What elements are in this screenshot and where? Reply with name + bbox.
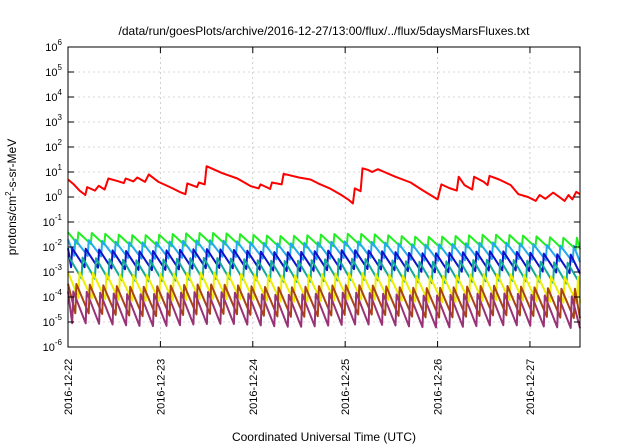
- series-group: [67, 165, 581, 329]
- y-tick-label: 10-1: [43, 213, 63, 229]
- y-tick-base: 10: [43, 317, 55, 329]
- series-line-7: [67, 290, 581, 329]
- y-tick-base: 10: [45, 67, 57, 79]
- y-tick-label: 10-3: [43, 263, 63, 279]
- y-tick-label: 105: [45, 63, 62, 79]
- y-tick-exp: 4: [58, 88, 63, 97]
- y-tick-exp: -6: [55, 338, 63, 347]
- y-tick-base: 10: [45, 167, 57, 179]
- y-tick-label: 100: [45, 188, 62, 204]
- x-tick-label: 2016-12-22: [63, 359, 75, 415]
- y-tick-base: 10: [43, 242, 55, 254]
- y-tick-label: 102: [45, 138, 62, 154]
- y-tick-label: 103: [45, 113, 62, 129]
- x-tick-label: 2016-12-25: [340, 359, 352, 415]
- y-tick-base: 10: [45, 92, 57, 104]
- y-tick-label: 106: [45, 38, 62, 54]
- y-tick-exp: -4: [55, 288, 63, 297]
- y-tick-base: 10: [43, 292, 55, 304]
- ticks: 10-610-510-410-310-210-11001011021031041…: [43, 38, 580, 415]
- y-tick-exp: 6: [58, 38, 63, 47]
- y-tick-base: 10: [45, 142, 57, 154]
- y-tick-base: 10: [45, 192, 57, 204]
- y-tick-base: 10: [43, 342, 55, 354]
- y-tick-base: 10: [45, 117, 57, 129]
- y-tick-base: 10: [45, 42, 57, 54]
- y-tick-exp: -1: [55, 213, 63, 222]
- x-tick-label: 2016-12-26: [433, 359, 445, 415]
- y-axis-label-sup: 2: [4, 191, 13, 196]
- y-tick-exp: 1: [58, 163, 63, 172]
- x-tick-label: 2016-12-24: [248, 359, 260, 415]
- y-tick-label: 10-5: [43, 313, 63, 329]
- y-tick-exp: 0: [58, 188, 63, 197]
- y-tick-exp: -2: [55, 238, 63, 247]
- series-line-0: [67, 165, 581, 205]
- y-tick-label: 104: [45, 88, 62, 104]
- y-tick-label: 101: [45, 163, 62, 179]
- chart-title: /data/run/goesPlots/archive/2016-12-27/1…: [119, 24, 531, 38]
- y-tick-exp: -3: [55, 263, 63, 272]
- y-axis-label-base: protons/cm: [5, 196, 19, 255]
- x-tick-label: 2016-12-27: [525, 359, 537, 415]
- y-tick-base: 10: [43, 217, 55, 229]
- x-axis-label: Coordinated Universal Time (UTC): [232, 430, 416, 444]
- series-line-4: [68, 256, 581, 285]
- y-axis-label: protons/cm2-s-sr-MeV: [4, 139, 19, 255]
- y-tick-exp: 2: [58, 138, 63, 147]
- y-tick-exp: -5: [55, 313, 63, 322]
- y-axis-label-tail: -s-sr-MeV: [5, 139, 19, 192]
- y-tick-exp: 5: [58, 63, 63, 72]
- y-tick-exp: 3: [58, 113, 63, 122]
- y-tick-label: 10-2: [43, 238, 63, 254]
- y-tick-base: 10: [43, 267, 55, 279]
- x-tick-label: 2016-12-23: [155, 359, 167, 415]
- y-tick-label: 10-4: [43, 288, 63, 304]
- y-tick-label: 10-6: [43, 338, 63, 354]
